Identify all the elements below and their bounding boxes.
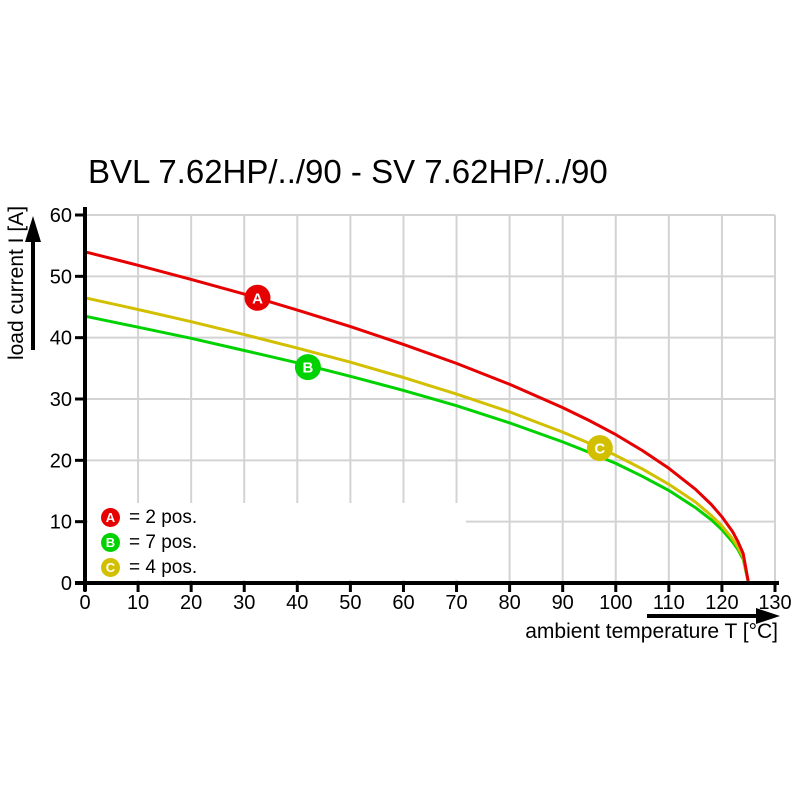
x-tick-label: 120 bbox=[705, 592, 738, 614]
x-tick-label: 10 bbox=[127, 592, 149, 614]
y-tick-label: 0 bbox=[61, 573, 72, 595]
legend-marker-b: B bbox=[101, 533, 120, 552]
x-tick-label: 0 bbox=[79, 592, 90, 614]
legend-marker-letter-c: C bbox=[105, 560, 116, 575]
axes bbox=[75, 207, 779, 592]
curve-markers: A B C bbox=[244, 284, 613, 462]
x-axis-label: ambient temperature T [°C] bbox=[525, 620, 778, 643]
x-tick-label: 60 bbox=[392, 592, 414, 614]
legend-marker-letter-a: A bbox=[105, 510, 116, 525]
legend-label-c: = 4 pos. bbox=[129, 556, 198, 578]
legend-label-b: = 7 pos. bbox=[129, 531, 198, 553]
x-tick-label: 50 bbox=[339, 592, 361, 614]
legend-marker-c: C bbox=[101, 558, 120, 577]
legend: A = 2 pos. B = 7 pos. C = 4 pos. bbox=[88, 503, 466, 580]
x-tick-label: 20 bbox=[180, 592, 202, 614]
y-tick-labels: 0 10 20 30 40 50 60 bbox=[50, 205, 72, 595]
y-tick-label: 40 bbox=[50, 328, 72, 350]
legend-marker-a: A bbox=[101, 508, 120, 527]
x-tick-label: 80 bbox=[498, 592, 520, 614]
x-tick-label: 110 bbox=[653, 592, 685, 614]
marker-a bbox=[244, 284, 271, 311]
x-tick-label: 30 bbox=[233, 592, 255, 614]
marker-b bbox=[294, 354, 321, 381]
y-tick-label: 10 bbox=[50, 512, 72, 534]
legend-item-a: A = 2 pos. bbox=[88, 505, 466, 530]
x-tick-label: 40 bbox=[286, 592, 308, 614]
x-tick-label: 90 bbox=[552, 592, 574, 614]
marker-c bbox=[586, 435, 613, 462]
marker-letter-a: A bbox=[252, 290, 263, 307]
x-tick-labels: 0 10 20 30 40 50 60 70 80 90 100 110 120 130 bbox=[79, 592, 791, 614]
legend-item-b: B = 7 pos. bbox=[88, 530, 466, 555]
legend-item-c: C = 4 pos. bbox=[88, 555, 466, 580]
y-axis-arrow-icon bbox=[25, 216, 41, 350]
y-tick-label: 20 bbox=[50, 450, 72, 472]
y-tick-label: 30 bbox=[50, 389, 72, 411]
legend-marker-letter-b: B bbox=[105, 535, 116, 550]
chart-title: BVL 7.62HP/../90 - SV 7.62HP/../90 bbox=[88, 153, 608, 190]
x-tick-label: 130 bbox=[758, 592, 791, 614]
legend-label-a: = 2 pos. bbox=[129, 506, 198, 528]
x-tick-label: 100 bbox=[599, 592, 632, 614]
y-tick-label: 50 bbox=[50, 266, 72, 288]
x-tick-label: 70 bbox=[445, 592, 467, 614]
marker-letter-b: B bbox=[303, 360, 314, 377]
x-axis-arrow-icon bbox=[647, 608, 780, 624]
marker-letter-c: C bbox=[594, 441, 605, 458]
y-tick-label: 60 bbox=[50, 205, 72, 227]
